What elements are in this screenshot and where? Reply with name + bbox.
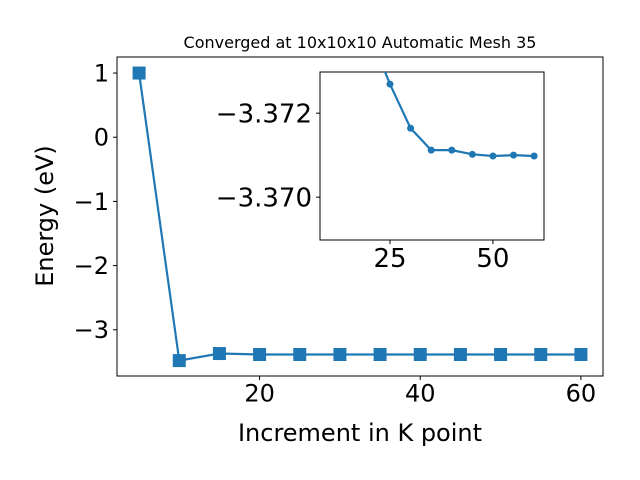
x-tick-label: 40 [405,379,436,407]
x-tick-label: 50 [476,244,509,274]
plot-area [383,72,538,160]
marker [386,80,394,88]
marker [293,347,307,361]
x-tick-label: 20 [244,379,275,407]
marker [534,347,548,361]
data-line [138,72,581,362]
x-tick-label: 60 [566,379,597,407]
marker [510,151,518,159]
y-tick-label: −1 [74,188,109,216]
plot-frame [319,71,545,241]
y-tick-label: −2 [74,252,109,280]
y-tick-label: −3.370 [216,183,312,213]
x-tick-label: 25 [373,244,406,274]
marker [407,124,415,132]
plot-area [132,66,588,368]
marker [453,347,467,361]
marker [468,150,476,158]
marker [132,66,146,80]
marker [172,354,186,368]
y-tick-label: 0 [94,124,109,152]
y-axis-label: Energy (eV) [31,145,59,287]
marker [373,347,387,361]
marker [333,347,347,361]
marker [494,347,508,361]
marker [413,347,427,361]
marker [574,347,588,361]
marker [212,347,226,361]
plot-frame [116,56,604,377]
y-tick-label: 1 [94,59,109,87]
marker [253,347,267,361]
marker [530,152,538,160]
marker [448,146,456,154]
y-tick-label: −3.372 [216,99,312,129]
x-axis-label: Increment in K point [238,419,482,447]
chart-title: Converged at 10x10x10 Automatic Mesh 35 [184,33,537,52]
marker [427,146,435,154]
y-tick-label: −3 [74,316,109,344]
marker [489,152,497,160]
